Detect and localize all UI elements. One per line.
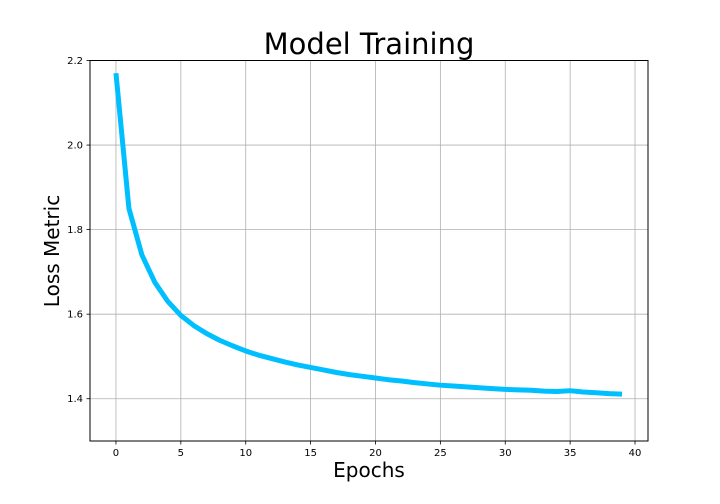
x-tick-label: 40 xyxy=(629,448,642,459)
y-tick-label: 1.6 xyxy=(67,310,83,321)
x-tick-label: 30 xyxy=(499,448,512,459)
loss-series-line xyxy=(113,72,623,397)
x-tick-label: 25 xyxy=(434,448,447,459)
x-axis-label: Epochs xyxy=(333,458,405,482)
x-tick-label: 5 xyxy=(178,448,184,459)
grid xyxy=(90,60,648,441)
chart-title: Model Training xyxy=(264,27,475,61)
y-tick-label: 1.8 xyxy=(67,225,83,236)
plot-frame xyxy=(89,60,649,442)
x-tick-label: 0 xyxy=(113,448,119,459)
series-layer xyxy=(113,72,623,397)
y-tick-label: 2.2 xyxy=(67,56,83,67)
x-tick-label: 35 xyxy=(564,448,577,459)
ticks: 0 5 10 15 20 25 30 35 40 1.4 1.6 1.8 2.0 2.2 xyxy=(67,56,641,459)
y-tick-label: 2.0 xyxy=(67,141,83,152)
y-axis-label: Loss Metric xyxy=(40,195,64,307)
x-tick-label: 10 xyxy=(239,448,252,459)
x-tick-label: 15 xyxy=(304,448,317,459)
x-tick-label: 20 xyxy=(369,448,382,459)
y-tick-label: 1.4 xyxy=(67,394,83,405)
